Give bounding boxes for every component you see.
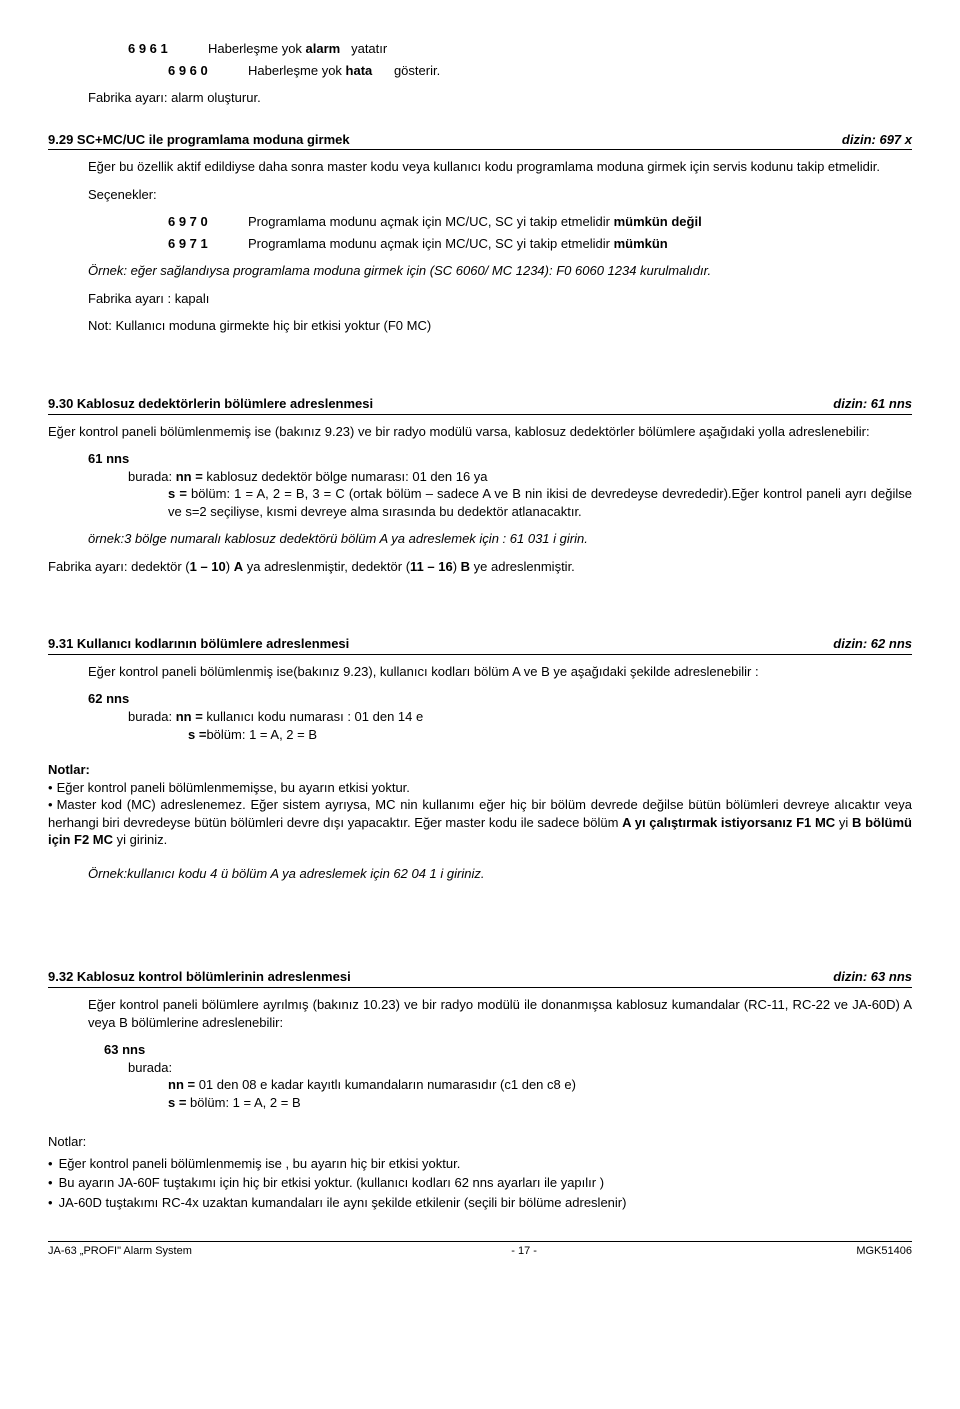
s-line: s =bölüm: 1 = A, 2 = B [188,726,912,744]
option-row: 6 9 6 0 Haberleşme yok hata gösterir. [168,62,912,80]
footer-left: JA-63 „PROFI" Alarm System [48,1244,192,1259]
option-text: Programlama modunu açmak için MC/UC, SC … [248,235,912,253]
section-heading: 9.29 SC+MC/UC ile programlama moduna gir… [48,131,912,151]
example-text: Örnek: eğer sağlandıysa programlama modu… [88,262,912,280]
bullet-item: Eğer kontrol paneli bölümlenmemiş ise , … [48,1155,912,1173]
option-code: 6 9 7 1 [168,235,228,253]
code-value: 61 nns [88,450,912,468]
section-dizin: dizin: 63 nns [833,968,912,986]
bullet-item: Bu ayarın JA-60F tuştakımı için hiç bir … [48,1174,912,1192]
footer-center: - 17 - [511,1244,537,1259]
option-row: 6 9 7 0 Programlama modunu açmak için MC… [168,213,912,231]
paragraph: Eğer kontrol paneli bölümlere ayrılmış (… [88,996,912,1031]
section-dizin: dizin: 697 x [842,131,912,149]
option-code: 6 9 6 1 [128,40,188,58]
section-dizin: dizin: 62 nns [833,635,912,653]
section-heading: 9.32 Kablosuz kontrol bölümlerinin adres… [48,968,912,988]
notes-label: Notlar: [48,1133,912,1151]
factory-setting: Fabrika ayarı: alarm oluşturur. [88,89,912,107]
option-text: Programlama modunu açmak için MC/UC, SC … [248,213,912,231]
burada-line: burada: nn = kablosuz dedektör bölge num… [128,468,912,486]
section-title: 9.31 Kullanıcı kodlarının bölümlere adre… [48,635,349,653]
nn-line: nn = 01 den 08 e kadar kayıtlı kumandala… [168,1076,912,1094]
code-value: 63 nns [104,1041,912,1059]
factory-setting: Fabrika ayarı : kapalı [88,290,912,308]
notes-list: Eğer kontrol paneli bölümlenmemiş ise , … [48,1155,912,1212]
options-label: Seçenekler: [88,186,912,204]
paragraph: Eğer kontrol paneli bölümlenmiş ise(bakı… [88,663,912,681]
bullet-item: •Eğer kontrol paneli bölümlenmemişse, bu… [48,779,912,797]
s-line: s = bölüm: 1 = A, 2 = B, 3 = C (ortak bö… [168,485,912,520]
section-heading: 9.31 Kullanıcı kodlarının bölümlere adre… [48,635,912,655]
section-title: 9.30 Kablosuz dedektörlerin bölümlere ad… [48,395,373,413]
option-code: 6 9 6 0 [168,62,228,80]
section-dizin: dizin: 61 nns [833,395,912,413]
factory-setting: Fabrika ayarı: dedektör (1 – 10) A ya ad… [48,558,912,576]
footer-right: MGK51406 [856,1244,912,1259]
section-heading: 9.30 Kablosuz dedektörlerin bölümlere ad… [48,395,912,415]
section-title: 9.29 SC+MC/UC ile programlama moduna gir… [48,131,350,149]
section-title: 9.32 Kablosuz kontrol bölümlerinin adres… [48,968,351,986]
option-text: Haberleşme yok alarm yatatır [208,40,912,58]
bullet-item: •Master kod (MC) adreslenemez. Eğer sist… [48,796,912,849]
example-text: örnek:3 bölge numaralı kablosuz dedektör… [88,530,912,548]
option-code: 6 9 7 0 [168,213,228,231]
example-text: Örnek:kullanıcı kodu 4 ü bölüm A ya adre… [88,865,912,883]
notes-label: Notlar: [48,762,90,777]
burada-line: burada: nn = kullanıcı kodu numarası : 0… [128,708,912,726]
s-line: s = bölüm: 1 = A, 2 = B [168,1094,912,1112]
option-row: 6 9 6 1 Haberleşme yok alarm yatatır [128,40,912,58]
bullet-item: JA-60D tuştakımı RC-4x uzaktan kumandala… [48,1194,912,1212]
code-value: 62 nns [88,690,912,708]
note-text: Not: Kullanıcı moduna girmekte hiç bir e… [88,317,912,335]
paragraph: Eğer bu özellik aktif edildiyse daha son… [88,158,912,176]
paragraph: Eğer kontrol paneli bölümlenmemiş ise (b… [48,423,912,441]
page-footer: JA-63 „PROFI" Alarm System - 17 - MGK514… [48,1241,912,1259]
option-text: Haberleşme yok hata gösterir. [248,62,912,80]
burada-label: burada: [128,1059,912,1077]
option-row: 6 9 7 1 Programlama modunu açmak için MC… [168,235,912,253]
